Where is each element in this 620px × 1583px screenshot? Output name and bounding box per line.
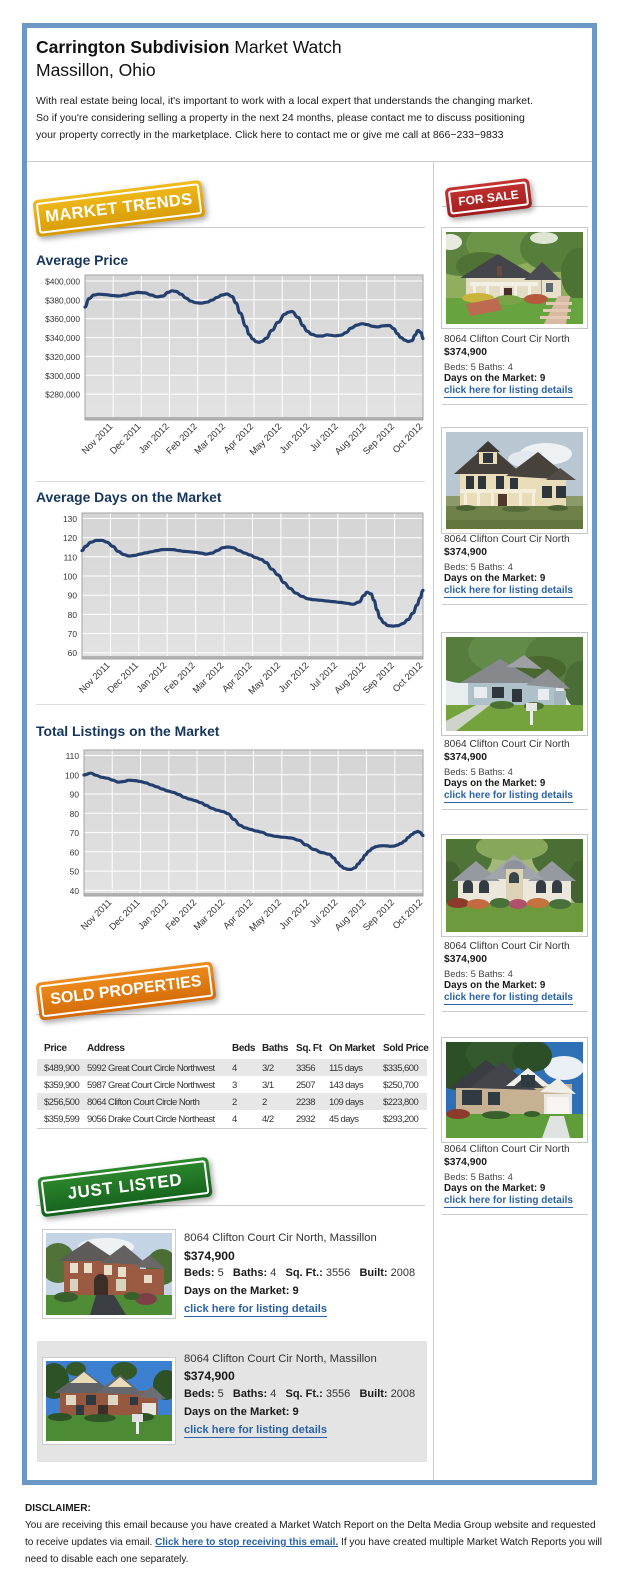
svg-text:120: 120 <box>63 533 77 543</box>
svg-text:Oct 2012: Oct 2012 <box>391 421 425 455</box>
svg-text:70: 70 <box>68 629 78 639</box>
svg-text:80: 80 <box>68 610 78 620</box>
svg-text:100: 100 <box>65 770 79 780</box>
svg-text:70: 70 <box>70 828 80 838</box>
svg-text:Dec 2011: Dec 2011 <box>108 421 143 456</box>
svg-text:Dec 2011: Dec 2011 <box>107 897 142 932</box>
svg-text:$400,000: $400,000 <box>45 277 80 287</box>
svg-text:40: 40 <box>70 886 80 896</box>
svg-text:60: 60 <box>70 847 80 857</box>
svg-text:Sep 2012: Sep 2012 <box>361 897 396 932</box>
svg-text:Jun 2012: Jun 2012 <box>277 660 311 694</box>
svg-text:130: 130 <box>63 514 77 524</box>
svg-text:Mar 2012: Mar 2012 <box>192 421 227 456</box>
svg-text:$380,000: $380,000 <box>45 295 80 305</box>
svg-text:110: 110 <box>66 751 80 761</box>
svg-text:$360,000: $360,000 <box>45 314 80 324</box>
svg-text:Oct 2012: Oct 2012 <box>391 660 425 694</box>
svg-text:90: 90 <box>70 790 80 800</box>
svg-text:Dec 2011: Dec 2011 <box>105 660 140 695</box>
svg-text:Jun 2012: Jun 2012 <box>278 421 312 455</box>
svg-text:Sep 2012: Sep 2012 <box>361 660 396 695</box>
svg-text:Oct 2012: Oct 2012 <box>391 897 425 931</box>
svg-text:Mar 2012: Mar 2012 <box>192 897 227 932</box>
svg-text:$340,000: $340,000 <box>45 333 80 343</box>
svg-text:$320,000: $320,000 <box>45 352 80 362</box>
svg-text:100: 100 <box>63 572 77 582</box>
svg-text:Mar 2012: Mar 2012 <box>191 660 226 695</box>
svg-text:80: 80 <box>70 809 80 819</box>
svg-text:110: 110 <box>64 552 78 562</box>
svg-text:$300,000: $300,000 <box>45 371 80 381</box>
svg-text:90: 90 <box>68 591 78 601</box>
svg-text:Jun 2012: Jun 2012 <box>277 897 311 931</box>
svg-text:50: 50 <box>70 867 80 877</box>
svg-text:$280,000: $280,000 <box>45 390 80 400</box>
svg-text:60: 60 <box>68 648 78 658</box>
